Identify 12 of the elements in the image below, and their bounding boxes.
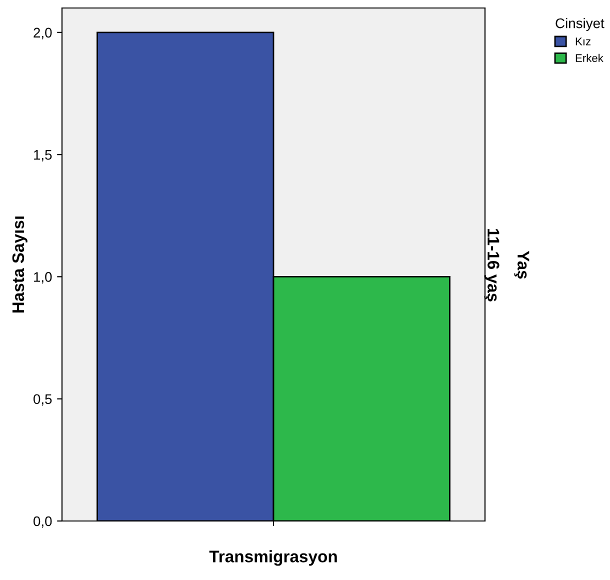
y-axis-title: Hasta Sayısı [12,216,28,312]
legend-title: Cinsiyet [556,18,604,31]
y-tick-label: 0,5 [34,394,52,406]
legend-label: Erkek [576,54,604,62]
annotation: 11-16 yaş [484,228,500,302]
y-tick-label: 1,5 [34,150,52,162]
y-tick-label: 2,0 [34,28,52,40]
x-axis-title: Transmigrasyon [209,550,337,566]
y-tick-label: 1,0 [34,272,52,284]
legend-label: Kız [576,38,590,46]
y-tick-label: 0,0 [34,516,52,528]
y2-axis-title: Yaş [514,250,530,279]
